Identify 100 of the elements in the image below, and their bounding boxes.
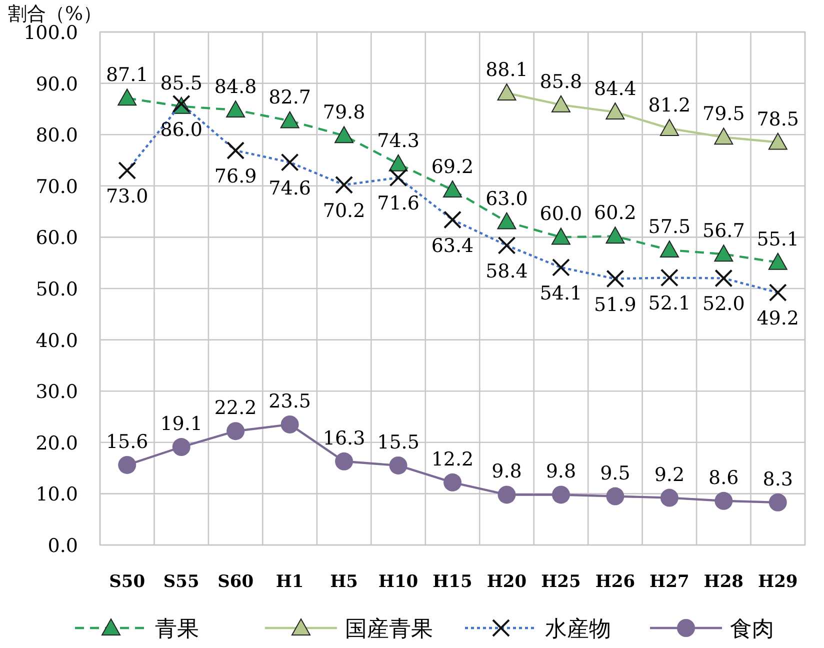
point <box>280 415 299 434</box>
legend-label: 青果 <box>155 617 199 642</box>
data-label: 82.7 <box>268 86 311 109</box>
data-label: 60.0 <box>540 203 582 226</box>
data-label: 88.1 <box>486 59 528 82</box>
data-label: 74.3 <box>377 130 420 152</box>
point <box>714 492 733 510</box>
point <box>389 456 408 474</box>
data-label: 12.2 <box>431 448 474 470</box>
x-tick-label: H15 <box>432 572 472 592</box>
point <box>497 84 516 101</box>
point <box>768 132 788 150</box>
point <box>443 180 462 198</box>
legend: 青果 <box>75 617 199 642</box>
y-tick-label: 100.0 <box>24 22 78 44</box>
data-label: 15.6 <box>106 430 148 453</box>
legend: 食肉 <box>650 617 774 642</box>
data-label: 22.2 <box>214 397 257 420</box>
data-label: 76.9 <box>214 166 257 188</box>
y-tick-label: 0.0 <box>48 535 78 557</box>
point <box>335 452 354 470</box>
point <box>226 100 246 118</box>
point <box>606 226 625 244</box>
y-tick-label: 50.0 <box>36 278 78 300</box>
x-tick-label: H28 <box>704 572 744 592</box>
data-label: 60.2 <box>594 202 636 224</box>
y-tick-label: 30.0 <box>36 381 78 404</box>
y-tick-label: 60.0 <box>36 227 78 250</box>
data-label: 63.4 <box>431 234 474 257</box>
legend: 水産物 <box>465 617 611 642</box>
data-label: 8.6 <box>708 466 739 489</box>
data-label: 56.7 <box>702 220 745 242</box>
point <box>280 111 300 128</box>
data-label: 70.2 <box>322 200 366 222</box>
point <box>551 228 570 245</box>
data-label: 86.0 <box>160 118 202 141</box>
point <box>606 102 625 120</box>
data-label: 58.4 <box>486 260 528 282</box>
data-label: 63.0 <box>486 188 528 210</box>
point <box>444 473 462 492</box>
legend-label: 食肉 <box>730 617 774 642</box>
data-label: 57.5 <box>648 216 691 238</box>
point <box>660 488 678 507</box>
point <box>768 493 787 512</box>
point <box>498 486 516 504</box>
point <box>552 486 570 504</box>
x-tick-label: H10 <box>378 572 418 592</box>
data-label: 73.0 <box>106 186 148 208</box>
data-label: 69.2 <box>431 156 474 178</box>
point <box>660 240 679 258</box>
data-label: 74.6 <box>268 177 311 200</box>
y-tick-label: 10.0 <box>36 484 78 506</box>
x-tick-label: S60 <box>218 572 254 592</box>
data-label: 9.2 <box>654 464 685 486</box>
x-tick-label: H25 <box>541 572 581 592</box>
x-tick-label: H27 <box>650 572 690 592</box>
x-tick-label: H29 <box>758 572 798 592</box>
data-label: 51.9 <box>594 294 636 316</box>
data-label: 79.8 <box>322 102 366 124</box>
data-label: 9.8 <box>546 460 576 483</box>
data-label: 15.5 <box>377 431 420 454</box>
x-tick-label: S55 <box>163 572 200 592</box>
point <box>118 88 137 106</box>
point <box>606 487 624 506</box>
x-tick-label: H5 <box>330 572 358 592</box>
data-label: 79.5 <box>702 103 745 126</box>
point <box>714 128 734 145</box>
x-tick-label: H20 <box>486 572 527 592</box>
point <box>497 212 516 230</box>
point <box>226 422 245 440</box>
legend-label: 水産物 <box>545 617 611 642</box>
point <box>551 95 570 112</box>
y-tick-label: 40.0 <box>36 330 78 352</box>
y-tick-label: 80.0 <box>36 124 78 147</box>
legend: 国産青果 <box>265 617 433 642</box>
data-label: 81.2 <box>648 94 691 116</box>
point <box>172 438 190 456</box>
y-axis-title: 割合（%） <box>8 3 102 25</box>
x-tick-label: H26 <box>595 572 636 592</box>
data-label: 9.8 <box>492 460 522 483</box>
data-label: 78.5 <box>756 108 800 130</box>
data-label: 84.4 <box>594 78 636 100</box>
y-tick-label: 90.0 <box>36 73 78 96</box>
data-label: 16.3 <box>322 427 366 450</box>
point <box>334 126 354 144</box>
data-label: 55.1 <box>756 228 800 250</box>
data-label: 71.6 <box>377 192 420 215</box>
y-tick-label: 20.0 <box>36 432 78 454</box>
x-tick-label: S50 <box>109 572 146 592</box>
legend-label: 国産青果 <box>345 617 433 642</box>
data-label: 19.1 <box>160 413 202 436</box>
data-label: 85.8 <box>540 70 582 93</box>
y-tick-label: 70.0 <box>36 176 78 198</box>
data-label: 52.0 <box>702 293 745 316</box>
data-label: 52.1 <box>648 292 691 315</box>
data-label: 84.8 <box>214 76 257 98</box>
data-label: 23.5 <box>268 390 311 412</box>
data-label: 54.1 <box>540 282 582 304</box>
data-label: 85.5 <box>160 72 202 94</box>
point <box>660 118 679 136</box>
